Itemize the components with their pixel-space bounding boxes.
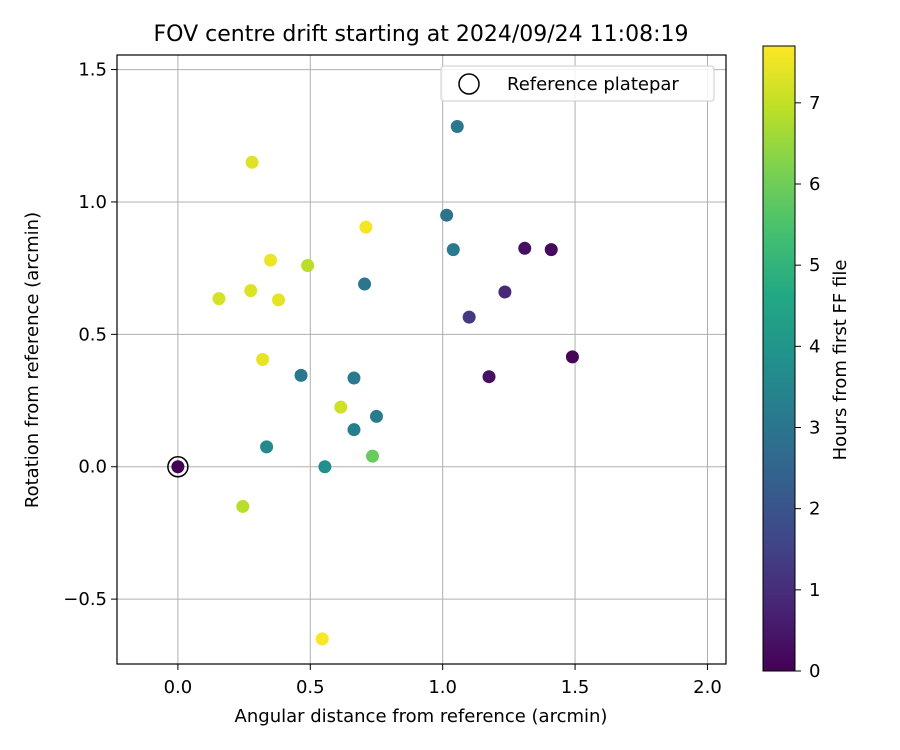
data-point — [359, 220, 373, 234]
colorbar-tick-label: 3 — [809, 417, 820, 438]
data-point — [482, 370, 496, 384]
y-axis-label: Rotation from reference (arcmin) — [22, 212, 43, 508]
colorbar-tick-label: 5 — [809, 255, 820, 276]
x-tick-label: 2.0 — [693, 677, 722, 698]
data-point — [301, 259, 315, 273]
colorbar-tick-label: 7 — [809, 93, 820, 114]
data-point — [544, 243, 558, 257]
data-point — [446, 243, 460, 257]
colorbar: 0 1 2 3 4 5 6 7 Hours from first FF file — [762, 45, 851, 682]
x-axis-ticks: 0.0 0.5 1.0 1.5 2.0 — [164, 664, 722, 698]
data-point — [318, 460, 332, 474]
grid-lines — [117, 55, 726, 664]
legend-marker-reference — [458, 73, 480, 95]
data-point — [315, 632, 329, 646]
data-point — [245, 155, 259, 169]
x-tick-label: 1.5 — [561, 677, 590, 698]
reference-platepar-marker — [167, 455, 189, 478]
y-tick-label: 0.5 — [78, 324, 107, 345]
x-tick-label: 0.0 — [164, 677, 193, 698]
colorbar-tick-label: 2 — [809, 499, 820, 520]
data-point — [462, 310, 476, 324]
data-point — [212, 292, 226, 306]
colorbar-tick-label: 6 — [809, 174, 820, 195]
data-point — [450, 119, 464, 133]
data-point — [171, 460, 185, 474]
data-point — [440, 208, 454, 222]
data-point — [272, 293, 286, 307]
data-point — [347, 371, 361, 385]
data-point — [236, 499, 250, 513]
data-point — [366, 449, 380, 463]
colorbar-tick-label: 4 — [809, 336, 820, 357]
colorbar-tick-label: 1 — [809, 580, 820, 601]
chart-title: FOV centre drift starting at 2024/09/24 … — [154, 22, 689, 47]
legend: Reference platepar — [440, 65, 715, 102]
plot-frame — [116, 54, 727, 665]
data-point — [244, 284, 258, 298]
x-tick-label: 0.5 — [296, 677, 325, 698]
legend-label-reference: Reference platepar — [507, 74, 679, 95]
data-points — [167, 119, 579, 646]
x-axis-label: Angular distance from reference (arcmin) — [235, 706, 608, 727]
data-point — [347, 423, 361, 437]
y-axis-ticks: −0.5 0.0 0.5 1.0 1.5 — [63, 60, 117, 610]
data-point — [334, 400, 348, 414]
colorbar-ticks: 0 1 2 3 4 5 6 7 — [795, 93, 820, 682]
colorbar-tick-label: 0 — [809, 661, 820, 682]
x-tick-label: 1.0 — [428, 677, 457, 698]
colorbar-label: Hours from first FF file — [830, 260, 851, 461]
y-tick-label: 0.0 — [78, 457, 107, 478]
y-tick-label: 1.0 — [78, 192, 107, 213]
data-point — [264, 253, 278, 267]
colorbar-gradient — [762, 45, 796, 672]
data-point — [358, 277, 372, 291]
data-point — [518, 241, 532, 255]
data-point — [498, 285, 512, 299]
y-tick-label: 1.5 — [78, 60, 107, 81]
data-point — [260, 440, 274, 454]
y-tick-label: −0.5 — [63, 589, 107, 610]
legend-box — [440, 65, 715, 102]
data-point — [294, 368, 308, 382]
data-point — [256, 353, 270, 366]
data-point — [369, 409, 383, 423]
data-point — [565, 350, 579, 364]
